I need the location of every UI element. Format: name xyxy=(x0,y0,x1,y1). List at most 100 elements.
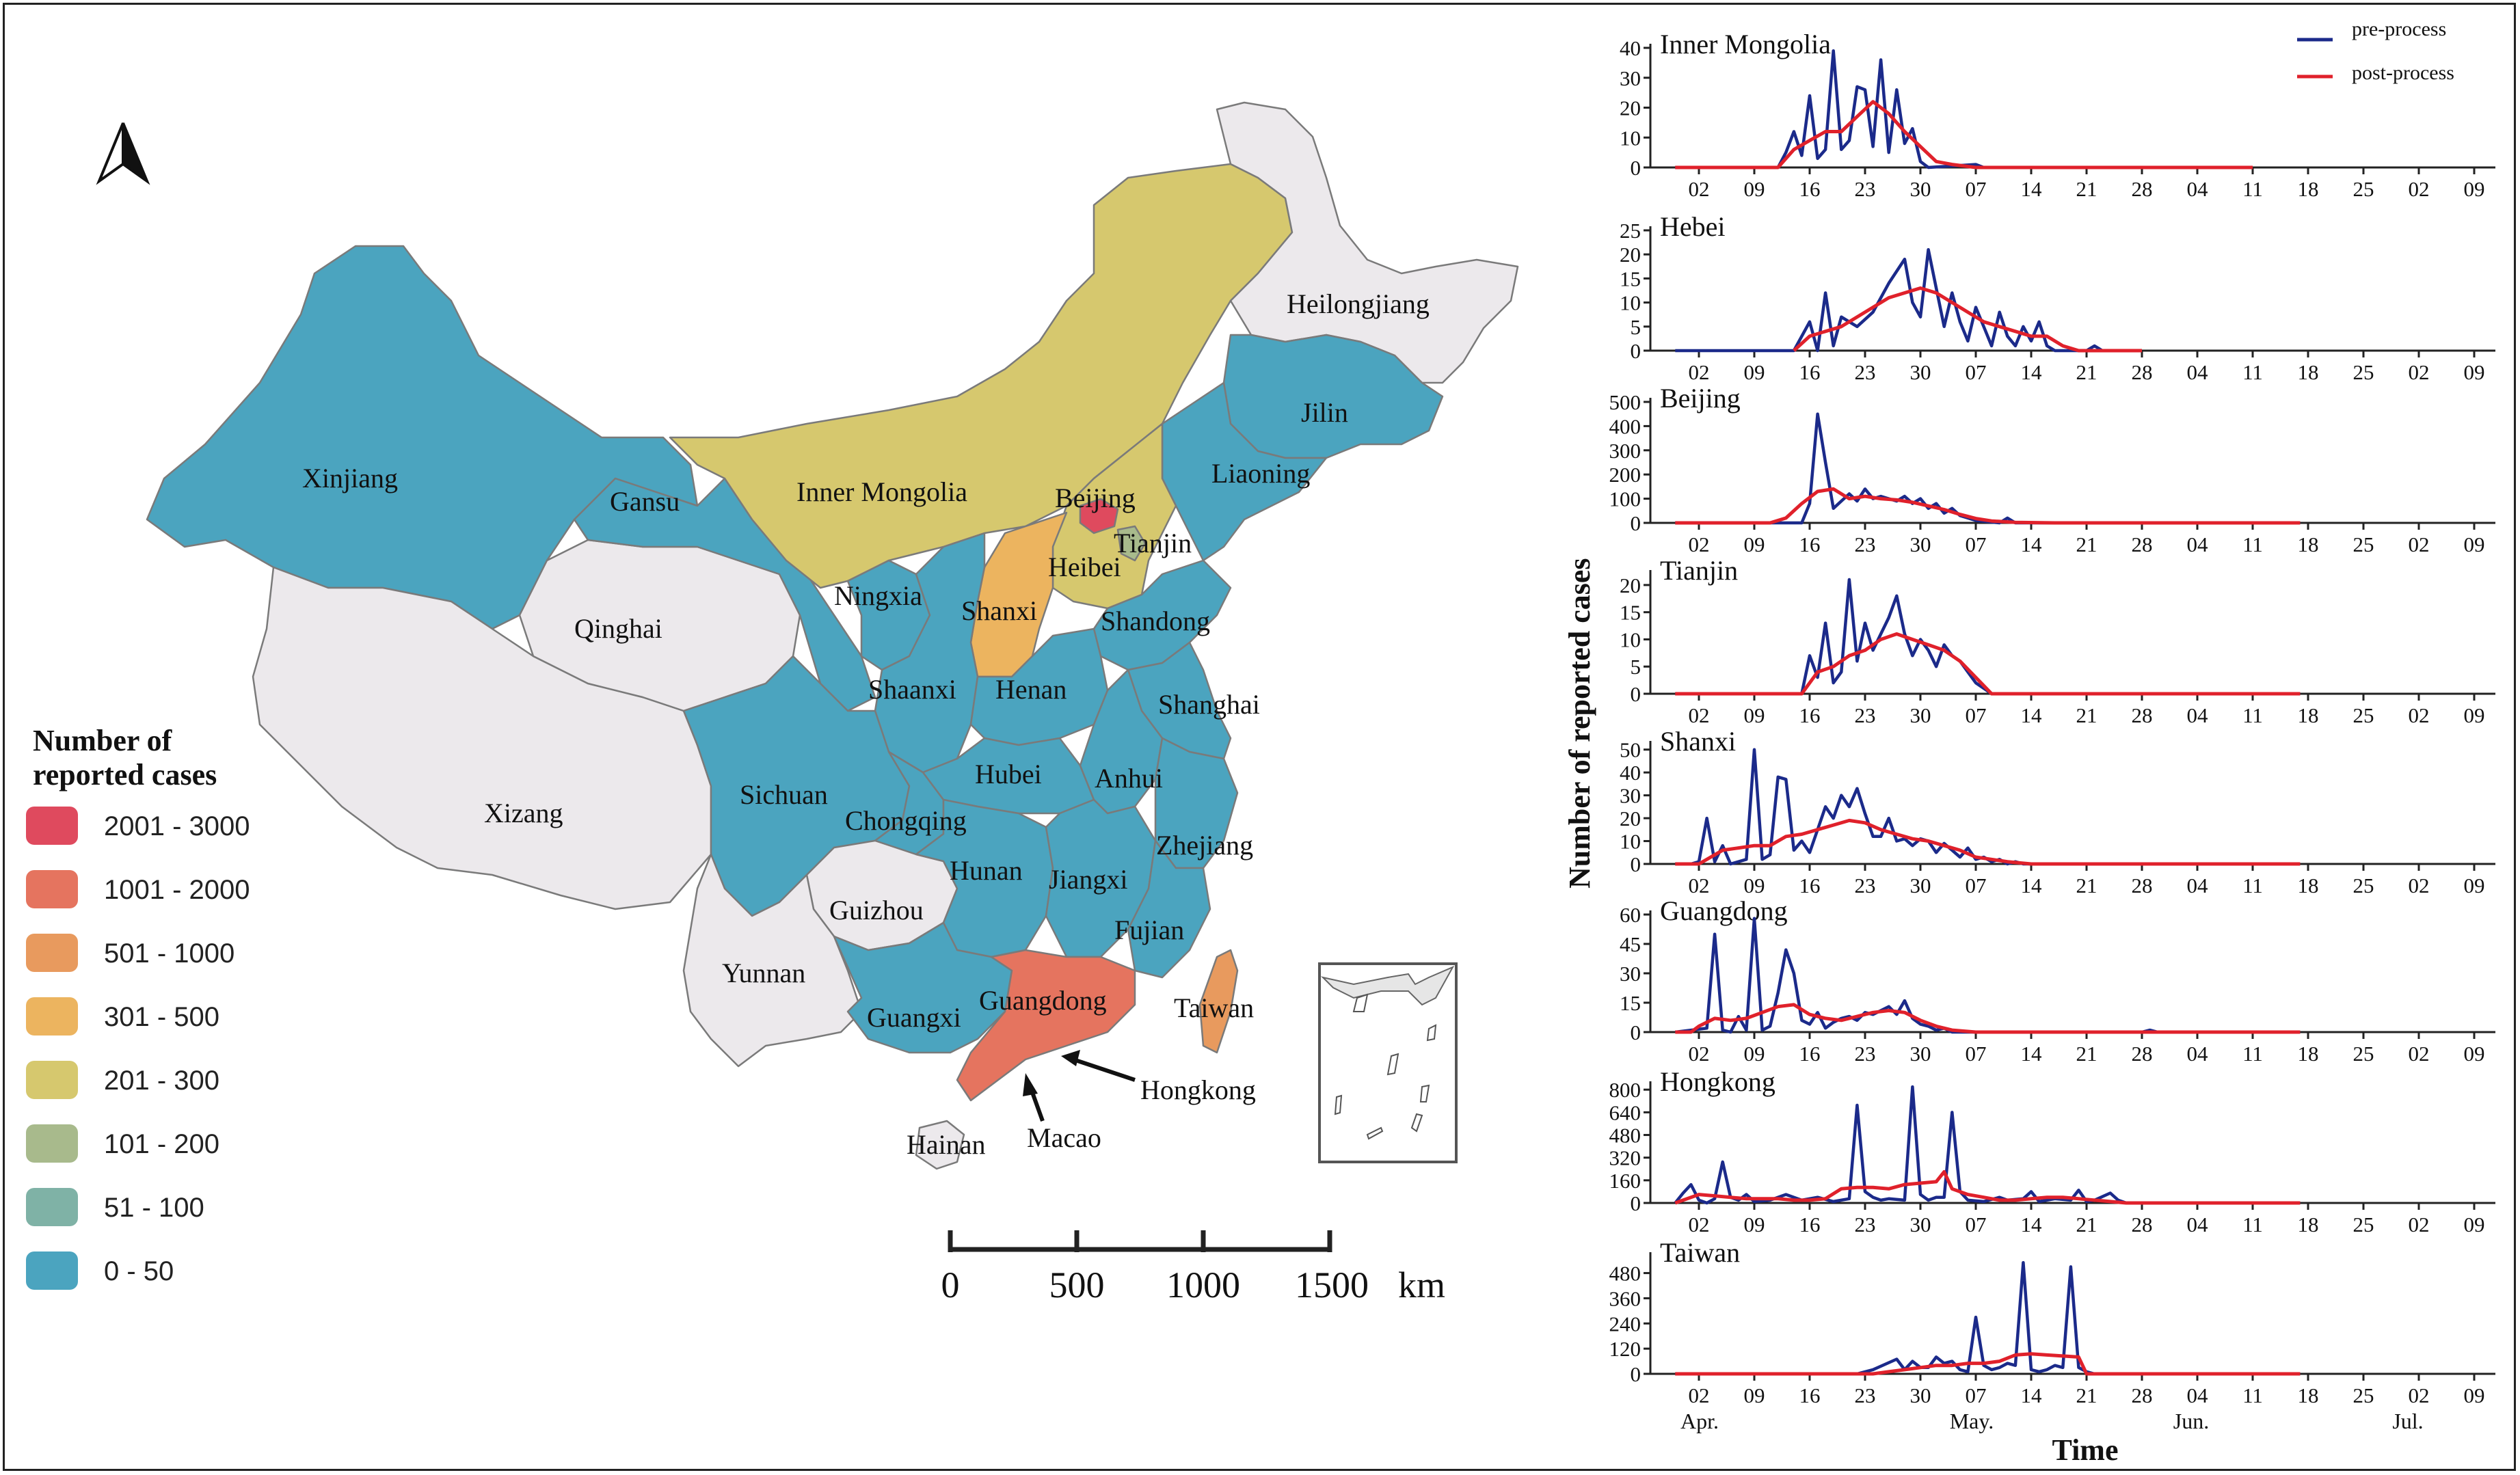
x-tick-label: 09 xyxy=(1744,532,1765,556)
province-heilongjiang[interactable] xyxy=(1216,101,1519,384)
x-tick-label: 09 xyxy=(1744,177,1765,201)
label-macao: Macao xyxy=(1027,1122,1101,1153)
x-tick-label: 30 xyxy=(1910,360,1931,384)
x-tick-label: 25 xyxy=(2353,177,2374,201)
x-tick-label: 11 xyxy=(2242,874,2263,897)
province-xizang[interactable] xyxy=(252,566,712,910)
y-tick-label: 15 xyxy=(1620,991,1641,1015)
pre-process-line xyxy=(1674,1085,2301,1205)
x-tick-label: 16 xyxy=(1799,360,1821,384)
x-tick-label: 30 xyxy=(1910,177,1931,201)
x-tick-label: 04 xyxy=(2187,532,2209,556)
x-tick-label: 02 xyxy=(1689,177,1710,201)
y-tick-label: 30 xyxy=(1620,784,1641,808)
province-taiwan[interactable] xyxy=(1198,949,1239,1054)
legend-title-line2: reported cases xyxy=(33,758,217,791)
x-tick-label: 14 xyxy=(2021,1213,2043,1236)
x-tick-label: 30 xyxy=(1910,1213,1931,1236)
y-tick-label: 800 xyxy=(1609,1078,1641,1102)
x-tick-label: 28 xyxy=(2132,874,2153,897)
x-tick-label: 25 xyxy=(2353,1042,2374,1066)
x-tick-label: 02 xyxy=(2409,1042,2430,1066)
label-shanghai: Shanghai xyxy=(1158,689,1260,720)
x-tick-label: 11 xyxy=(2242,1213,2263,1236)
province-gansu[interactable] xyxy=(573,477,876,712)
y-tick-label: 30 xyxy=(1620,962,1641,986)
panel-title: Hebei xyxy=(1660,211,1726,242)
x-tick-label: 07 xyxy=(1966,874,1987,897)
label-jilin: Jilin xyxy=(1301,397,1348,428)
x-tick-label: 04 xyxy=(2187,703,2209,727)
y-tick-label: 0 xyxy=(1631,852,1641,876)
x-tick-label: 16 xyxy=(1799,177,1821,201)
x-tick-label: 21 xyxy=(2076,703,2097,727)
x-tick-label: 30 xyxy=(1910,1383,1931,1407)
x-tick-label: 23 xyxy=(1855,532,1876,556)
panel-title: Taiwan xyxy=(1660,1237,1740,1268)
province-guangdong[interactable] xyxy=(956,949,1136,1102)
province-yunnan[interactable] xyxy=(682,853,863,1068)
province-beijing[interactable] xyxy=(1079,498,1119,534)
x-tick-label: 21 xyxy=(2076,1042,2097,1066)
x-tick-label: 16 xyxy=(1799,532,1821,556)
x-tick-label: 16 xyxy=(1799,703,1821,727)
panel-title: Shanxi xyxy=(1660,726,1736,757)
label-tianjin: Tianjin xyxy=(1114,528,1192,558)
label-hongkong: Hongkong xyxy=(1140,1074,1256,1105)
post-process-line xyxy=(1675,487,2301,525)
x-tick-label: 04 xyxy=(2187,874,2209,897)
province-fujian[interactable] xyxy=(1127,839,1211,979)
label-inner-mongolia: Inner Mongolia xyxy=(796,476,967,507)
scale-bar: 0 500 1000 1500 km xyxy=(941,1230,1445,1305)
post-process-line xyxy=(1675,1352,2301,1376)
legend-label-0: 2001 - 3000 xyxy=(104,811,250,841)
province-liaoning[interactable] xyxy=(1161,381,1328,562)
label-yunnan: Yunnan xyxy=(722,958,805,988)
province-shaanxi[interactable] xyxy=(874,532,986,774)
x-tick-label: 18 xyxy=(2298,532,2319,556)
x-tick-label: 28 xyxy=(2132,1042,2153,1066)
x-tick-label: 25 xyxy=(2353,532,2374,556)
y-tick-label: 25 xyxy=(1620,219,1641,243)
x-tick-label: 02 xyxy=(1689,532,1710,556)
x-axis-title: Time xyxy=(2052,1433,2119,1467)
x-tick-label: 07 xyxy=(1966,532,1987,556)
label-guangdong: Guangdong xyxy=(979,985,1107,1016)
y-tick-label: 640 xyxy=(1609,1100,1641,1124)
x-tick-label: 30 xyxy=(1910,1042,1931,1066)
x-tick-label: 25 xyxy=(2353,703,2374,727)
x-tick-label: 04 xyxy=(2187,1383,2209,1407)
x-tick-label: 21 xyxy=(2076,177,2097,201)
province-hainan[interactable] xyxy=(915,1120,965,1170)
province-tianjin[interactable] xyxy=(1116,525,1147,562)
scale-label-1500: 1500 xyxy=(1295,1264,1369,1305)
x-tick-label: 09 xyxy=(2464,360,2485,384)
x-tick-label: 07 xyxy=(1966,1383,1987,1407)
y-tick-label: 200 xyxy=(1609,463,1641,487)
pre-process-line xyxy=(1675,917,2301,1034)
x-tick-label: 23 xyxy=(1855,703,1876,727)
x-tick-label: 02 xyxy=(2409,360,2430,384)
x-tick-label: 09 xyxy=(2464,177,2485,201)
label-fujian: Fujian xyxy=(1114,915,1184,945)
legend-swatch-1 xyxy=(26,870,78,908)
post-process-line xyxy=(1675,1003,2301,1034)
y-tick-label: 240 xyxy=(1609,1312,1641,1336)
y-tick-label: 0 xyxy=(1631,682,1641,706)
x-tick-label: 18 xyxy=(2298,360,2319,384)
legend-label-7: 0 - 50 xyxy=(104,1256,174,1286)
pre-process-line xyxy=(1675,748,2031,866)
x-tick-label: 25 xyxy=(2353,1383,2374,1407)
x-tick-label: 09 xyxy=(1744,360,1765,384)
x-tick-label: 07 xyxy=(1966,360,1987,384)
x-tick-label: 09 xyxy=(2464,1383,2485,1407)
y-tick-label: 0 xyxy=(1631,156,1641,180)
legend-label-3: 301 - 500 xyxy=(104,1002,219,1032)
label-heilongjiang: Heilongjiang xyxy=(1287,288,1430,319)
post-process-line xyxy=(1675,100,2253,170)
legend-title-line1: Number of xyxy=(33,724,173,757)
panel-guangdong: 0 15 30 45 60 02 09 16 23 30 07 14 21 28 04 11 18 25 02 09 G… xyxy=(1620,895,2495,1066)
y-tick-label: 320 xyxy=(1609,1146,1641,1170)
x-tick-label: 28 xyxy=(2132,1213,2153,1236)
